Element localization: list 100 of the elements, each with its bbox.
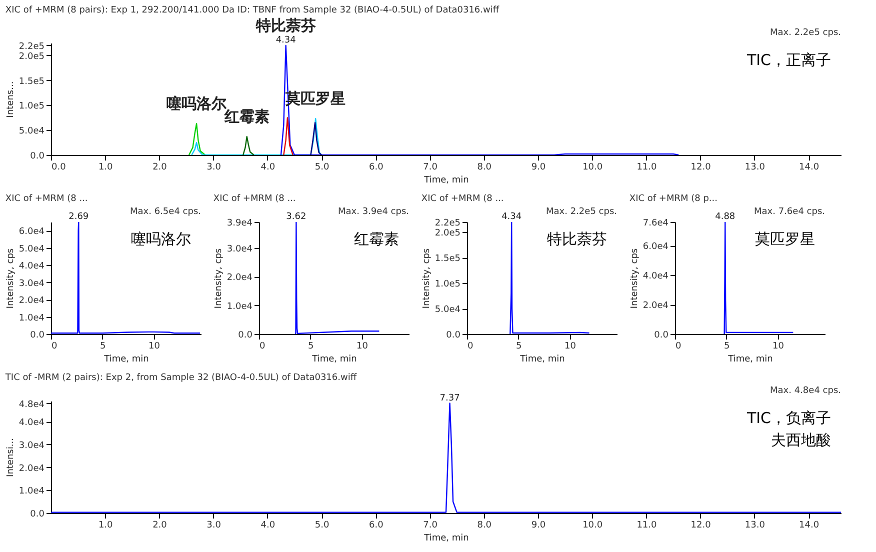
x-tick-label: 5.0 <box>314 520 330 530</box>
x-axis-title: Time, min <box>727 354 773 364</box>
y-tick-label: 0.0 <box>30 152 45 162</box>
x-tick-label: 9.0 <box>531 520 546 530</box>
x-axis-title: Time, min <box>103 354 149 364</box>
annotation: 4.34 <box>502 212 522 222</box>
x-tick-label: 12.0 <box>690 162 712 172</box>
y-tick-label: 2.0e5 <box>18 52 44 62</box>
y-tick-label: 1.0e5 <box>18 102 44 112</box>
x-tick-label: 4.0 <box>260 520 276 530</box>
chart-title: TIC of -MRM (2 pairs): Exp 2, from Sample 32 (BIAO-4-0.5UL) of Data0316.wiff <box>4 373 358 383</box>
x-tick-label: 0.0 <box>52 162 66 172</box>
text: Max. 2.2e5 cps. <box>770 28 841 38</box>
y-tick-label: 2.2e5 <box>18 42 44 52</box>
text: Max. 2.2e5 cps. <box>546 207 617 217</box>
annotation: 特比萘芬 <box>547 230 607 248</box>
annotation: 4.88 <box>715 212 736 222</box>
x-tick-label: 7.0 <box>423 162 438 172</box>
line-series <box>310 122 322 155</box>
line-series <box>188 123 206 155</box>
x-tick-label: 10 <box>772 342 784 352</box>
y-tick-label: 4.0e4 <box>642 272 669 282</box>
x-axis-title: Time, min <box>423 534 469 544</box>
x-tick-label: 11.0 <box>636 520 657 530</box>
x-axis-title: Time, min <box>519 354 565 364</box>
annotation: TIC，负离子 <box>746 409 831 427</box>
x-tick-label: 10.0 <box>582 162 603 172</box>
x-tick-label: 3.0 <box>206 162 222 172</box>
y-tick-label: 1.0e5 <box>434 280 460 290</box>
y-tick-label: 1.5e5 <box>434 254 460 264</box>
line-series <box>510 222 590 334</box>
text: Max. 4.8e4 cps. <box>770 386 841 396</box>
y-tick-label: 2.0e4 <box>226 273 253 284</box>
x-tick-label: 0 <box>260 342 266 352</box>
y-axis-title: Intens... <box>6 81 16 118</box>
x-tick-label: 0 <box>52 342 58 352</box>
x-tick-label: 2.0 <box>152 162 168 172</box>
x-tick-label: 8.0 <box>477 162 492 172</box>
chart-title: XIC of +MRM (8 ... <box>421 194 504 204</box>
y-tick-label: 2.0e4 <box>642 301 669 312</box>
annotation: 4.34 <box>276 35 296 46</box>
x-tick-label: 5.0 <box>314 162 330 172</box>
x-tick-label: 13.0 <box>744 520 766 530</box>
text: Max. 7.6e4 cps. <box>754 207 825 217</box>
text: Max. 3.9e4 cps. <box>338 207 409 217</box>
annotation: 红霉素 <box>223 108 270 126</box>
x-tick-label: 6.0 <box>368 520 384 530</box>
x-tick-label: 9.0 <box>531 162 546 172</box>
y-tick-label: 4.0e4 <box>18 262 45 272</box>
y-tick-label: 7.6e4 <box>642 218 669 228</box>
x-tick-label: 4.0 <box>260 162 276 172</box>
x-tick-label: 5 <box>516 342 522 352</box>
annotation: TIC，正离子 <box>746 51 831 69</box>
annotation: 夫西地酸 <box>771 431 831 449</box>
x-tick-label: 0 <box>676 342 682 352</box>
y-tick-label: 2.0e4 <box>18 464 45 474</box>
y-tick-label: 5.0e4 <box>434 305 461 316</box>
x-tick-label: 14.0 <box>799 162 820 172</box>
y-tick-label: 3.0e4 <box>18 440 45 451</box>
x-tick-label: 5 <box>724 342 730 352</box>
line-series <box>242 136 255 155</box>
y-tick-label: 2.0e5 <box>434 228 460 239</box>
y-tick-label: 1.0e4 <box>18 313 45 324</box>
x-tick-label: 6.0 <box>368 162 384 172</box>
y-tick-label: 3.9e4 <box>226 218 253 228</box>
annotation: 红霉素 <box>354 230 399 248</box>
y-axis-title: Intensity, cps <box>422 248 432 309</box>
y-tick-label: 3.0e4 <box>226 244 253 254</box>
x-tick-label: 1.0 <box>98 520 114 530</box>
annotation: 2.69 <box>68 212 89 222</box>
y-tick-label: 4.0e4 <box>18 418 45 428</box>
annotation: 特比萘芬 <box>254 16 317 34</box>
x-tick-label: 14.0 <box>799 520 820 530</box>
y-tick-label: 4.8e4 <box>18 400 45 410</box>
x-tick-label: 7.0 <box>423 520 438 530</box>
y-tick-label: 6.0e4 <box>18 227 45 238</box>
y-tick-label: 5.0e4 <box>18 244 45 254</box>
x-tick-label: 10.0 <box>582 520 603 530</box>
y-tick-label: 0.0 <box>446 330 461 340</box>
line-series <box>280 44 680 155</box>
x-tick-label: 12.0 <box>690 520 712 530</box>
x-tick-label: 1.0 <box>98 162 114 172</box>
x-axis-title: Time, min <box>423 176 469 186</box>
y-tick-label: 6.0e4 <box>642 242 669 252</box>
chart-title: XIC of +MRM (8 ... <box>5 194 88 204</box>
y-tick-label: 0.0 <box>30 510 45 520</box>
x-axis-title: Time, min <box>311 354 357 364</box>
chart-title: XIC of +MRM (8 pairs): Exp 1, 292.200/141.000 Da ID: TBNF from Sample 32 (BIAO-4-0.5UL) of Data0316.wiff <box>5 5 500 16</box>
y-axis-title: Intensity, cps <box>6 248 16 309</box>
annotation: 7.37 <box>440 393 460 404</box>
y-tick-label: 5.0e4 <box>18 126 45 137</box>
y-tick-label: 2.2e5 <box>434 218 460 228</box>
y-tick-label: 0.0 <box>654 330 669 340</box>
chart-title: XIC of +MRM (8 ... <box>213 194 296 204</box>
x-tick-label: 13.0 <box>744 162 766 172</box>
annotation: 3.62 <box>286 212 306 222</box>
x-tick-label: 11.0 <box>636 162 657 172</box>
x-tick-label: 10 <box>356 342 368 352</box>
x-tick-label: 3.0 <box>206 520 222 530</box>
y-tick-label: 1.5e5 <box>18 76 44 87</box>
